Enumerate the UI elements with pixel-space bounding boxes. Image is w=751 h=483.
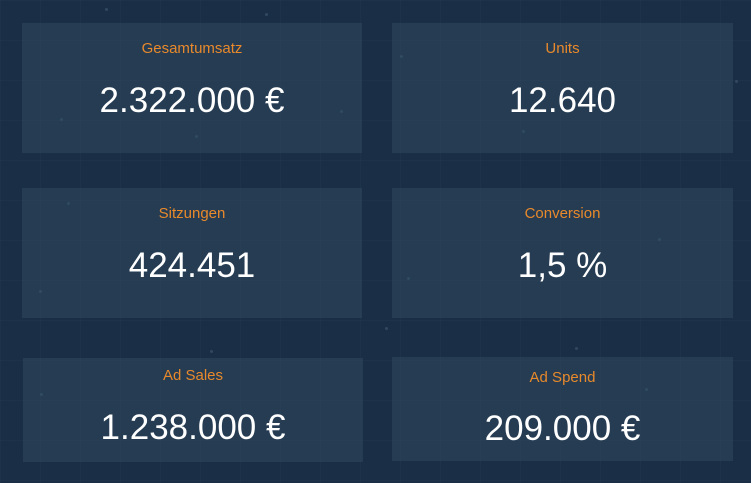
background-particle <box>265 13 268 16</box>
kpi-value: 2.322.000 € <box>99 81 285 120</box>
kpi-value: 1,5 % <box>517 246 608 285</box>
kpi-label: Units <box>545 40 580 57</box>
background-particle <box>658 238 661 241</box>
background-particle <box>340 110 343 113</box>
background-particle <box>645 388 648 391</box>
kpi-label: Gesamtumsatz <box>141 40 243 57</box>
kpi-value: 1.238.000 € <box>100 408 286 447</box>
background-particle <box>39 290 42 293</box>
kpi-card-units: Units 12.640 <box>392 23 733 153</box>
kpi-value: 209.000 € <box>484 409 641 448</box>
kpi-value: 12.640 <box>508 81 617 120</box>
background-particle <box>210 350 213 353</box>
background-particle <box>575 347 578 350</box>
kpi-card-ad-spend: Ad Spend 209.000 € <box>392 357 733 461</box>
background-particle <box>105 8 108 11</box>
kpi-label: Ad Sales <box>162 367 224 384</box>
background-particle <box>400 55 403 58</box>
kpi-value: 424.451 <box>128 246 256 285</box>
kpi-card-ad-sales: Ad Sales 1.238.000 € <box>23 358 363 462</box>
kpi-label: Conversion <box>524 205 601 222</box>
kpi-label: Sitzungen <box>158 205 226 222</box>
kpi-card-sitzungen: Sitzungen 424.451 <box>22 188 362 318</box>
background-particle <box>385 327 388 330</box>
background-particle <box>522 130 525 133</box>
background-particle <box>60 118 63 121</box>
background-particle <box>67 202 70 205</box>
background-particle <box>195 135 198 138</box>
kpi-label: Ad Spend <box>529 369 596 386</box>
background-particle <box>407 277 410 280</box>
background-particle <box>40 393 43 396</box>
kpi-card-conversion: Conversion 1,5 % <box>392 188 733 318</box>
background-particle <box>735 80 738 83</box>
kpi-card-gesamtumsatz: Gesamtumsatz 2.322.000 € <box>22 23 362 153</box>
